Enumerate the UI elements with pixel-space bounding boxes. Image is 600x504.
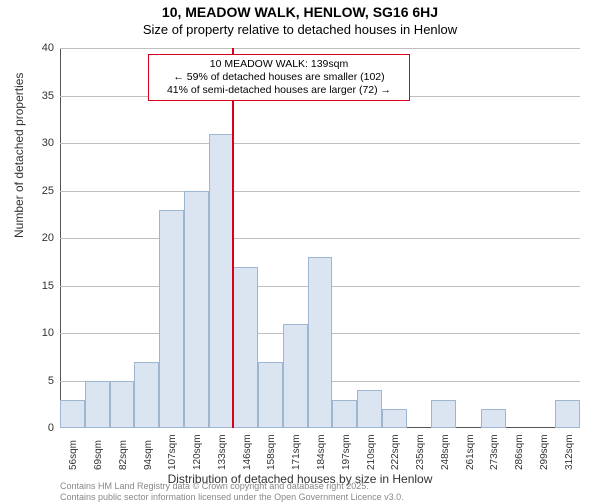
x-tick-label: 146sqm	[242, 434, 253, 470]
x-tick-label: 235sqm	[415, 434, 426, 470]
histogram-bar	[283, 324, 308, 429]
x-tick-label: 69sqm	[93, 440, 104, 470]
x-tick-label: 210sqm	[366, 434, 377, 470]
x-tick-label: 94sqm	[143, 440, 154, 470]
page-title-address: 10, MEADOW WALK, HENLOW, SG16 6HJ	[0, 4, 600, 20]
y-tick-label: 20	[0, 232, 54, 244]
histogram-bar	[357, 390, 382, 428]
y-tick-label: 35	[0, 90, 54, 102]
histogram-bar	[308, 257, 333, 428]
footer-line-2: Contains public sector information licen…	[60, 492, 404, 503]
histogram-bar	[134, 362, 159, 429]
y-tick-label: 25	[0, 185, 54, 197]
x-tick-label: 299sqm	[539, 434, 550, 470]
histogram-bar	[481, 409, 506, 428]
annotation-line: 41% of semi-detached houses are larger (…	[154, 84, 404, 97]
x-tick-label: 158sqm	[266, 434, 277, 470]
x-tick-label: 222sqm	[390, 434, 401, 470]
x-tick-label: 171sqm	[291, 434, 302, 470]
x-tick-label: 184sqm	[316, 434, 327, 470]
x-tick-label: 273sqm	[489, 434, 500, 470]
gridline	[60, 48, 580, 49]
y-tick-label: 5	[0, 375, 54, 387]
chart-container: 10 MEADOW WALK: 139sqm← 59% of detached …	[60, 48, 580, 428]
histogram-bar	[60, 400, 85, 429]
histogram-chart: 10 MEADOW WALK: 139sqm← 59% of detached …	[60, 48, 580, 428]
x-tick-label: 197sqm	[341, 434, 352, 470]
histogram-bar	[85, 381, 110, 429]
y-tick-label: 40	[0, 42, 54, 54]
x-tick-label: 248sqm	[440, 434, 451, 470]
x-tick-label: 56sqm	[68, 440, 79, 470]
histogram-bar	[332, 400, 357, 429]
y-tick-label: 15	[0, 280, 54, 292]
x-tick-label: 120sqm	[192, 434, 203, 470]
histogram-bar	[184, 191, 209, 429]
x-tick-label: 286sqm	[514, 434, 525, 470]
gridline	[60, 238, 580, 239]
x-tick-label: 133sqm	[217, 434, 228, 470]
histogram-bar	[555, 400, 580, 429]
histogram-bar	[110, 381, 135, 429]
x-tick-label: 107sqm	[167, 434, 178, 470]
property-annotation: 10 MEADOW WALK: 139sqm← 59% of detached …	[148, 54, 410, 101]
histogram-bar	[258, 362, 283, 429]
property-marker-line	[232, 48, 234, 428]
gridline	[60, 191, 580, 192]
histogram-bar	[431, 400, 456, 429]
annotation-line: 10 MEADOW WALK: 139sqm	[154, 58, 404, 71]
x-tick-label: 82sqm	[118, 440, 129, 470]
footer-line-1: Contains HM Land Registry data © Crown c…	[60, 481, 404, 492]
x-tick-label: 312sqm	[564, 434, 575, 470]
histogram-bar	[209, 134, 234, 429]
y-tick-label: 0	[0, 422, 54, 434]
histogram-bar	[233, 267, 258, 429]
histogram-bar	[382, 409, 407, 428]
histogram-bar	[159, 210, 184, 429]
y-tick-label: 30	[0, 137, 54, 149]
gridline	[60, 143, 580, 144]
y-tick-label: 10	[0, 327, 54, 339]
annotation-line: ← 59% of detached houses are smaller (10…	[154, 71, 404, 84]
x-tick-label: 261sqm	[465, 434, 476, 470]
page-subtitle: Size of property relative to detached ho…	[0, 22, 600, 37]
